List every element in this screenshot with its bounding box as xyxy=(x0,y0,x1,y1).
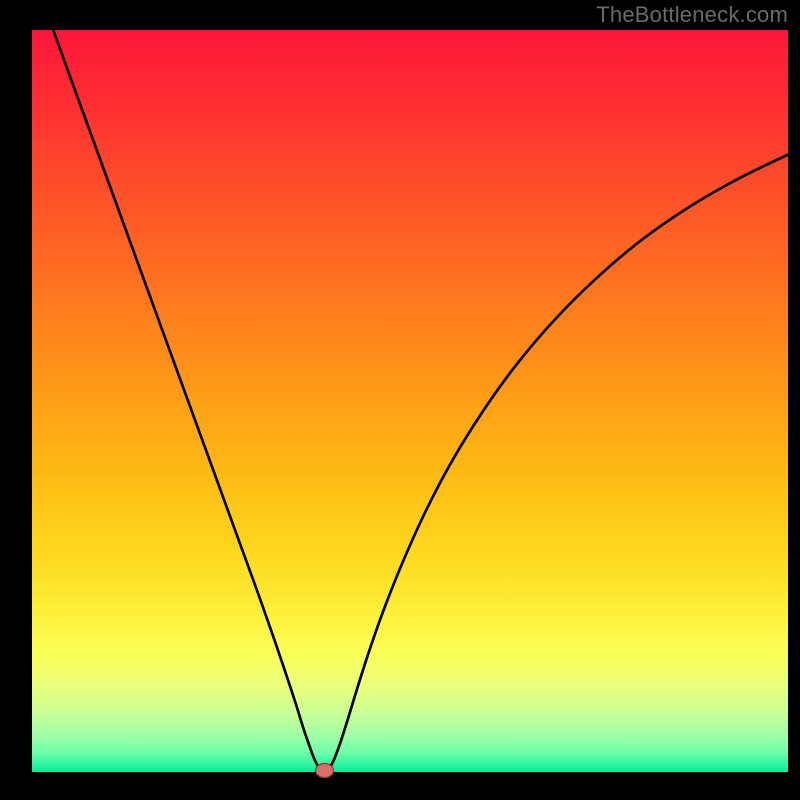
watermark-label: TheBottleneck.com xyxy=(596,2,788,28)
plot-background xyxy=(32,30,788,772)
bottleneck-curve-chart xyxy=(0,0,800,800)
chart-container: TheBottleneck.com xyxy=(0,0,800,800)
minimum-marker xyxy=(316,764,334,778)
